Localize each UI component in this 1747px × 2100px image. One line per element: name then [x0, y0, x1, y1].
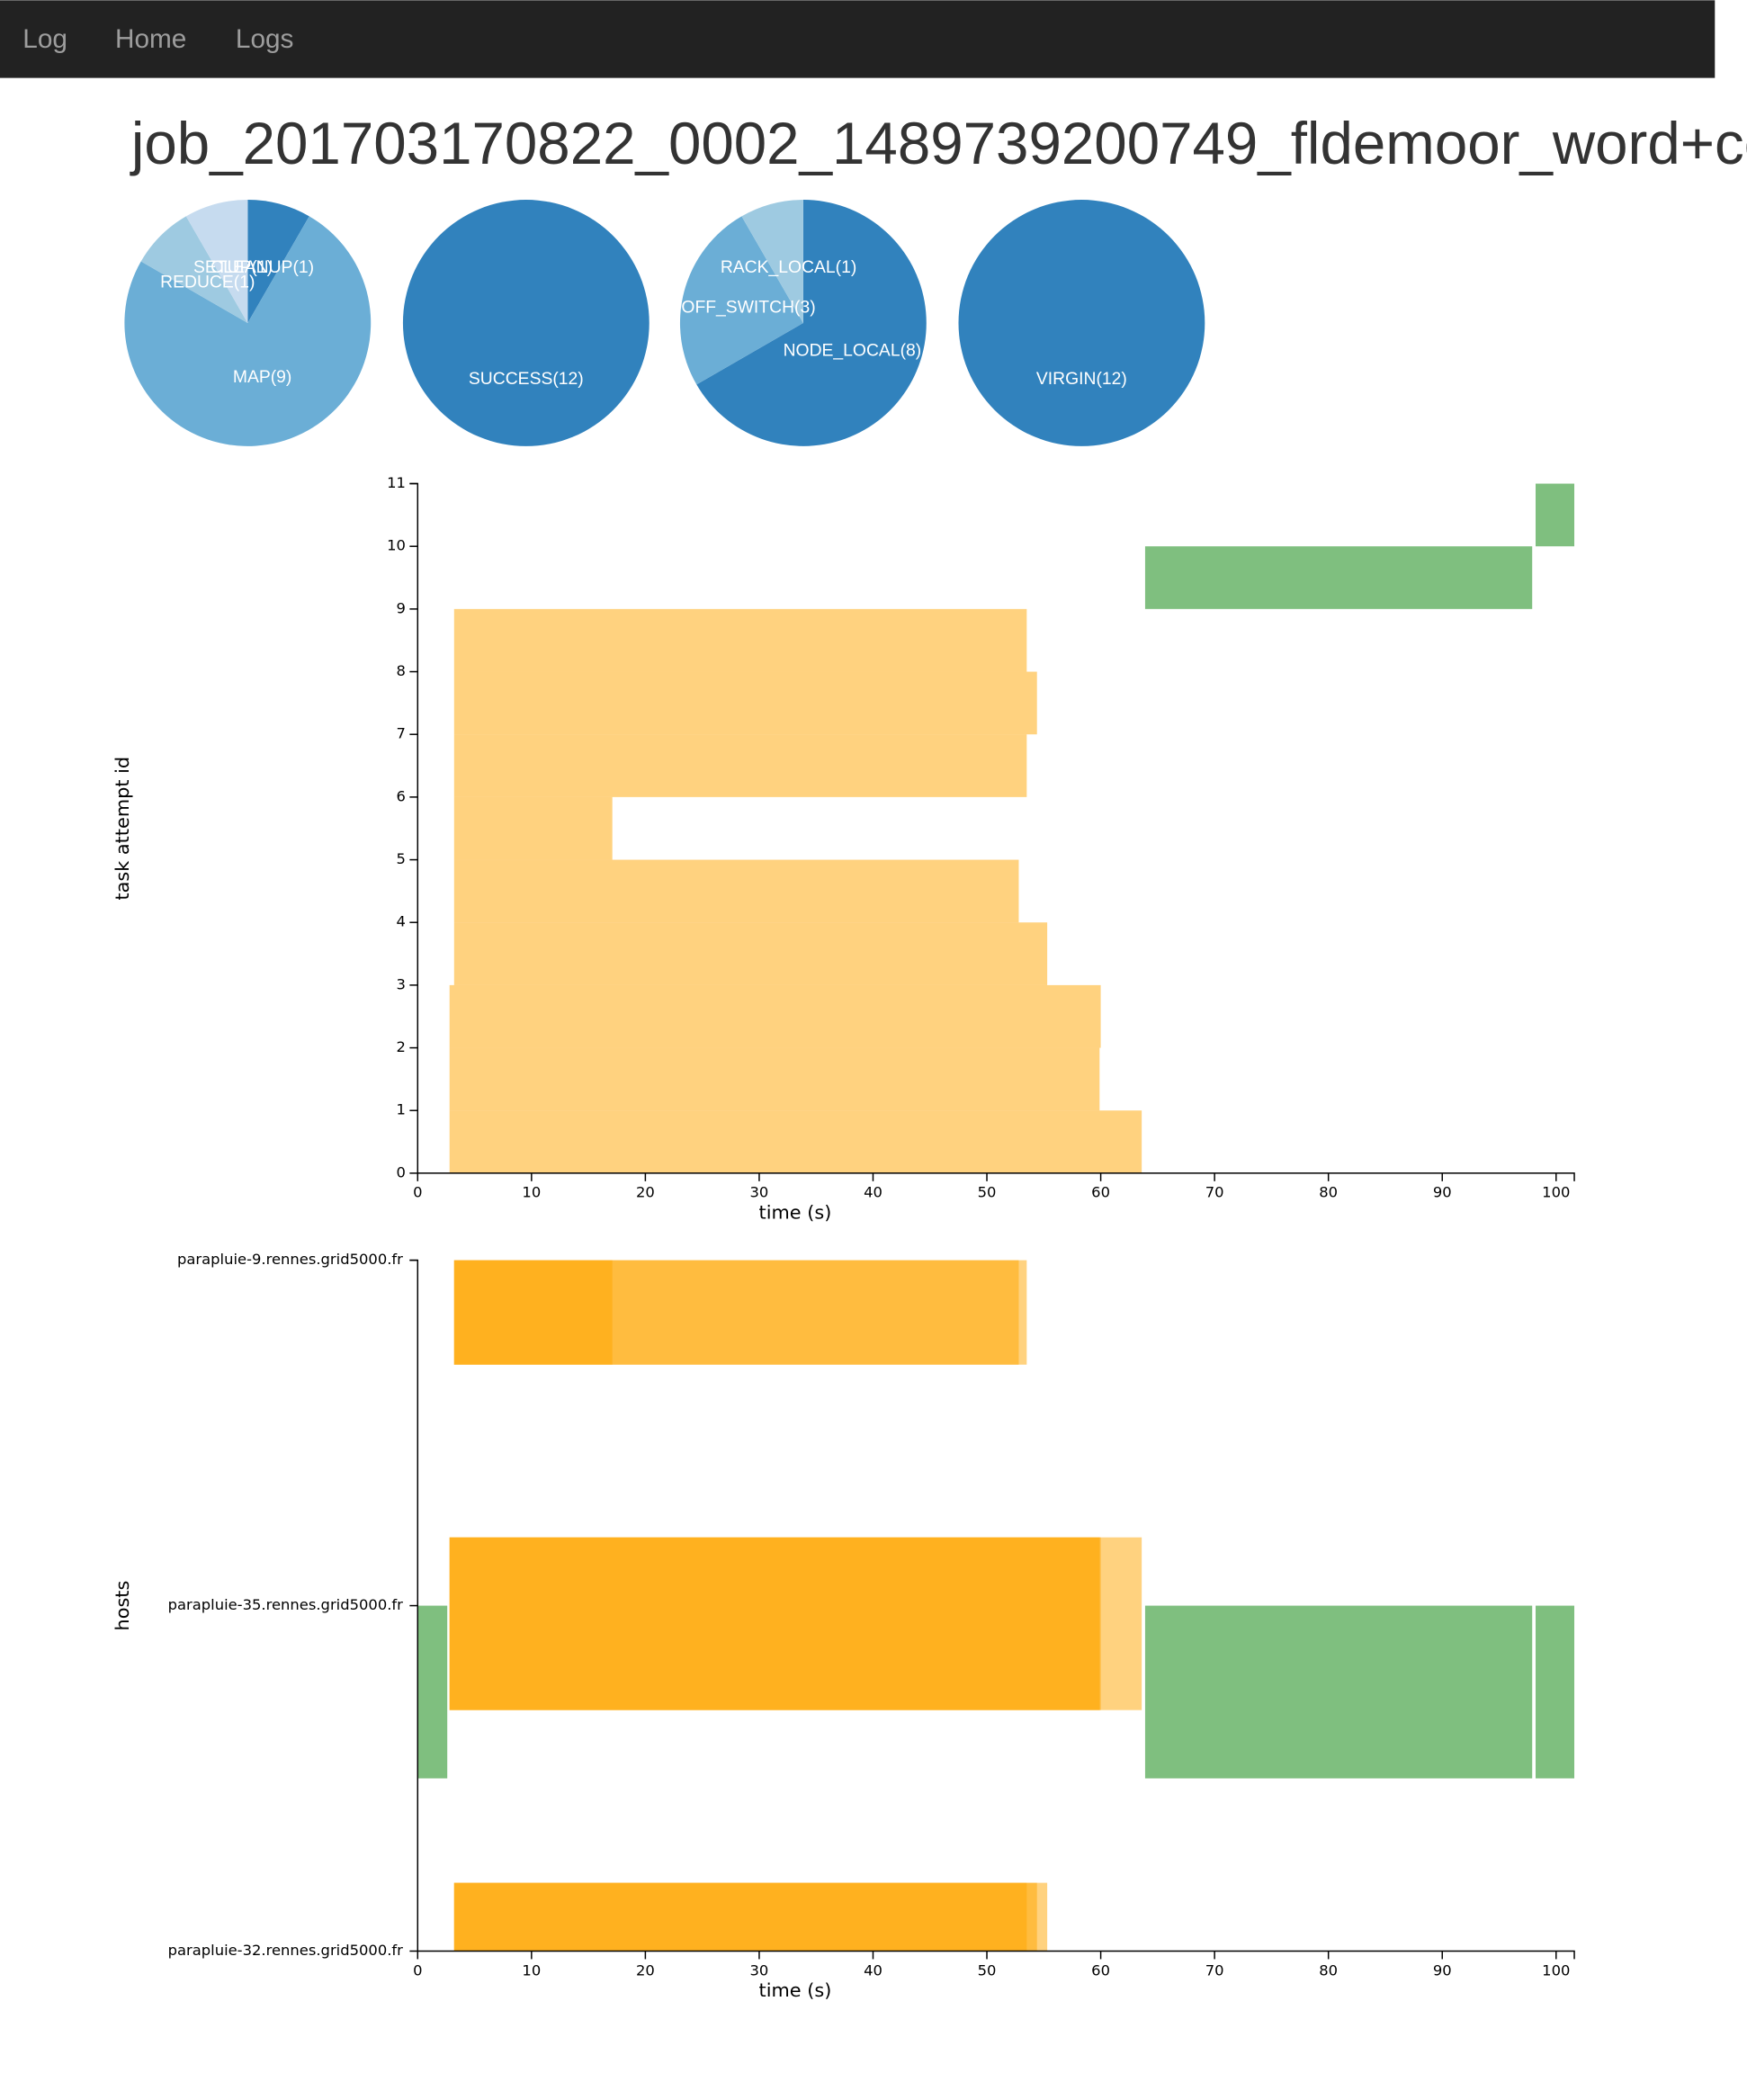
x-tick-label: 60 [1091, 1961, 1110, 1979]
pie-label: CLEANUP(1) [211, 257, 314, 277]
y-tick-label: parapluie-9.rennes.grid5000.fr [177, 1251, 403, 1268]
task-bar [417, 1605, 448, 1779]
y-tick-label: 9 [396, 599, 405, 616]
x-tick-label: 20 [636, 1961, 655, 1979]
y-tick-label: 6 [396, 787, 405, 804]
nav-link[interactable]: Home [115, 24, 186, 54]
pie-slice [124, 216, 372, 446]
y-tick-label: parapluie-35.rennes.grid5000.fr [168, 1596, 404, 1613]
x-axis-label: time (s) [759, 1202, 832, 1224]
x-tick-label: 0 [413, 1184, 422, 1201]
pie-label: SUCCESS(12) [469, 369, 584, 389]
task-bar [453, 671, 1037, 735]
x-tick-label: 100 [1542, 1184, 1570, 1201]
task-bar [1536, 1605, 1575, 1779]
x-tick-label: 10 [522, 1184, 541, 1201]
pie-label: VIRGIN(12) [1036, 369, 1127, 389]
y-tick-label: 5 [396, 850, 405, 867]
x-tick-label: 70 [1205, 1184, 1224, 1201]
task-bar [1144, 1605, 1533, 1779]
pie-label: OFF_SWITCH(3) [681, 298, 815, 318]
x-tick-label: 0 [413, 1961, 422, 1979]
pie-slice [402, 200, 650, 446]
task-bar [453, 734, 1027, 797]
pie-slice [696, 200, 927, 446]
x-tick-label: 80 [1319, 1961, 1338, 1979]
task-bar [449, 984, 1101, 1048]
task-bar [453, 859, 1019, 923]
pie-slice [958, 200, 1205, 446]
task-bar [453, 608, 1027, 672]
task-bar [449, 1537, 1101, 1710]
x-tick-label: 30 [750, 1184, 769, 1201]
x-tick-label: 10 [522, 1961, 541, 1979]
x-tick-label: 90 [1433, 1184, 1452, 1201]
pie-label: SETUP(1) [193, 257, 273, 277]
y-tick-label: 0 [396, 1163, 405, 1180]
navbar [0, 0, 1716, 78]
y-tick-label: 3 [396, 975, 405, 992]
y-tick-label: 8 [396, 662, 405, 679]
pie-slice [185, 200, 248, 323]
y-tick-label: 1 [396, 1101, 405, 1118]
x-tick-label: 80 [1319, 1184, 1338, 1201]
task-bar [453, 796, 613, 860]
x-tick-label: 70 [1205, 1961, 1224, 1979]
pie-slice [741, 200, 803, 323]
pie-label: MAP(9) [233, 367, 292, 387]
y-tick-label: 2 [396, 1038, 405, 1055]
task-bar [1144, 546, 1533, 609]
task-bar [453, 1882, 1048, 1952]
x-tick-label: 50 [978, 1961, 997, 1979]
task-bar [453, 1260, 1027, 1365]
y-tick-label: 7 [396, 725, 405, 742]
y-axis-label: hosts [112, 1581, 133, 1631]
x-tick-label: 90 [1433, 1961, 1452, 1979]
x-tick-label: 100 [1542, 1961, 1570, 1979]
y-tick-label: 11 [387, 474, 406, 491]
task-bar [453, 922, 1048, 985]
x-tick-label: 30 [750, 1961, 769, 1979]
pie-slice [140, 216, 248, 323]
task-bar [449, 1110, 1142, 1173]
pie-label: NODE_LOCAL(8) [784, 341, 922, 361]
nav-brand[interactable]: Log [22, 24, 67, 54]
pie-label: REDUCE(1) [160, 273, 255, 292]
pie-slice [679, 216, 803, 385]
x-tick-label: 40 [864, 1961, 882, 1979]
x-tick-label: 20 [636, 1184, 655, 1201]
y-tick-label: 4 [396, 913, 405, 930]
task-bar [449, 1047, 1100, 1111]
task-bar [1536, 483, 1575, 547]
y-axis-label: task attempt id [112, 757, 133, 901]
pie-slice [247, 200, 309, 323]
x-tick-label: 40 [864, 1184, 882, 1201]
x-tick-label: 50 [978, 1184, 997, 1201]
y-tick-label: 10 [387, 537, 406, 554]
y-tick-label: parapluie-32.rennes.grid5000.fr [168, 1942, 404, 1959]
x-axis-label: time (s) [759, 1979, 832, 2001]
page-title: job_201703170822_0002_1489739200749_flde… [130, 111, 1747, 176]
pie-label: RACK_LOCAL(1) [721, 257, 856, 277]
x-tick-label: 60 [1091, 1184, 1110, 1201]
nav-link[interactable]: Logs [236, 24, 294, 54]
